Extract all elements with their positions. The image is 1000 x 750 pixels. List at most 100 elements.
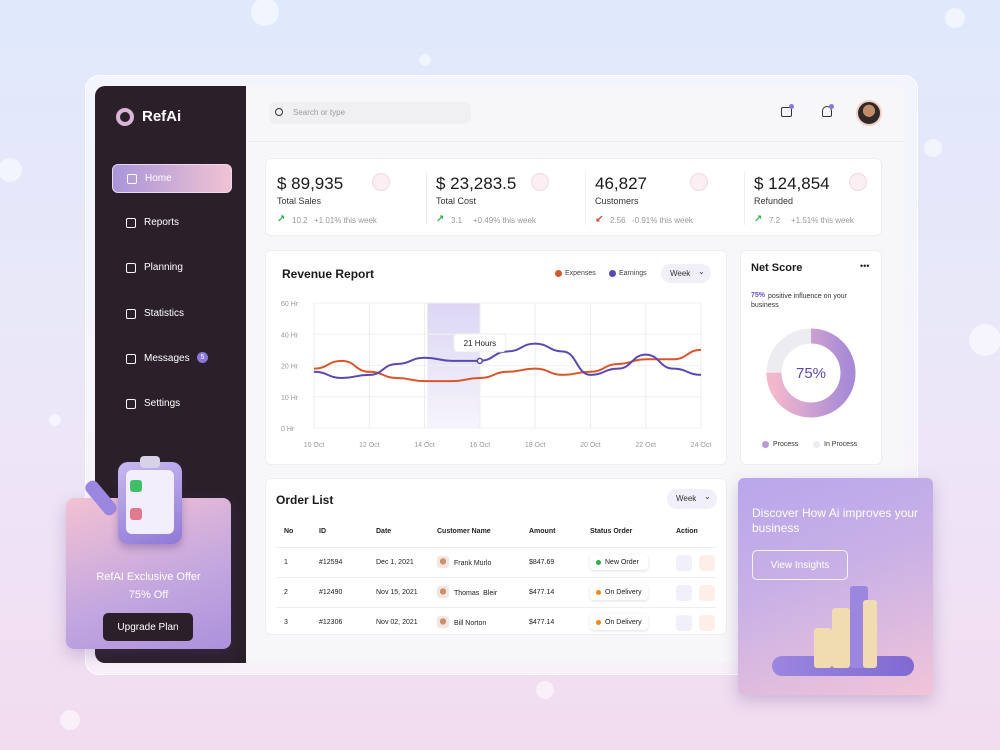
insights-button[interactable]: View Insights [752,550,848,580]
tooltip-box [453,333,507,353]
delete-button[interactable] [699,615,715,631]
message-icon[interactable] [781,107,792,117]
nav-label: Reports [144,217,180,229]
search-placeholder: Search or type [293,108,346,117]
stat-label: Total Sales [277,196,322,206]
illustration-bar [832,608,850,668]
y-tick-label: 10 Hr [281,395,299,402]
stat-divider [744,171,745,225]
bg-bubble [419,54,431,66]
nav-icon [126,263,136,274]
nav-item[interactable]: Settings [112,390,232,419]
nav-item[interactable]: Reports [112,209,232,238]
edit-button[interactable] [676,615,692,631]
net-score-card: Net Score ••• 75% positive influence on you… [740,250,882,465]
legend-label: Earnings [619,270,647,277]
trend-arrow: ↙ [595,214,604,225]
nav-item[interactable]: Planning [112,254,232,283]
bg-bubble [536,681,554,699]
bg-bubble [0,158,22,182]
stat-change: 7.2 [769,216,781,225]
cell-no: 2 [284,589,288,596]
stat-label: Customers [595,196,639,206]
insights-title: Discover How Ai improves your business [752,506,919,535]
bell-icon[interactable] [822,106,832,117]
bell-dot [829,104,834,109]
donut-arc [766,328,856,418]
status-label: New Order [605,559,639,566]
bg-bubble [924,139,942,157]
period-select[interactable]: Week ⌄ [661,264,711,283]
illustration-bar [863,600,877,668]
legend-label: Expenses [565,270,596,277]
column-header: Customer Name [437,528,491,535]
cell-customer: Bill Norton [454,620,487,627]
nav-item[interactable]: Messages 5 [112,345,232,374]
brand-name: RefAi [142,108,182,125]
cell-amount: $477.14 [529,619,555,626]
column-header: ID [319,528,326,535]
chevron: ⌄ [698,267,705,276]
column-header: No [284,528,294,535]
order-card: Order List Week ⌄ No ID Date Customer Name Amou… [265,478,727,635]
y-tick-label: 20 Hr [281,364,299,371]
stat-divider [585,171,586,225]
stat-icon [849,173,867,191]
search-icon [275,108,283,116]
stat-label: Total Cost [436,196,477,206]
nav-item[interactable]: Statistics [112,300,232,329]
x-tick-label: 16 Oct [470,442,491,449]
nav-icon [126,353,136,364]
cell-no: 3 [284,619,288,626]
legend-label: Process [773,441,799,448]
card-title: Revenue Report [282,267,375,281]
stat-note: -0.91% this week [632,216,693,225]
stat-value: 46,827 [595,174,647,193]
check-mark [130,480,142,492]
y-tick-label: 0 Hr [281,426,295,433]
stat-value: $ 124,854 [754,174,830,193]
score-text: positive influence on your business [751,293,847,309]
illustration-bar [814,628,832,668]
legend-dot [555,270,562,277]
stat-change: 3.1 [451,216,463,225]
logo-icon [116,108,134,126]
bg-bubble [945,8,965,28]
period-label: Week [670,269,691,278]
delete-button[interactable] [699,555,715,571]
cell-id: #12306 [319,619,343,626]
bg-bubble [251,0,279,26]
edit-button[interactable] [676,555,692,571]
x-tick-label: 12 Oct [359,442,380,449]
status-dot [596,560,601,565]
search-box[interactable]: Search or type [269,102,471,124]
stat-value: $ 89,935 [277,174,344,193]
cell-id: #12490 [319,589,343,596]
cell-no: 1 [284,559,288,566]
avatar[interactable] [856,100,882,126]
customer-avatar [437,586,449,598]
upgrade-button[interactable]: Upgrade Plan [103,613,193,641]
period-select[interactable]: Week ⌄ [667,489,717,509]
row-divider [276,577,716,578]
revenue-card: Revenue Report Expenses Earnings Week ⌄ [265,250,727,465]
delete-button[interactable] [699,585,715,601]
legend-label: In Process [824,441,858,448]
donut-label: 75% [796,365,826,382]
stat-change: 2.56 [610,216,626,225]
message-dot [789,104,794,109]
trend-arrow: ↗ [436,214,445,225]
insights-card: Discover How Ai improves your business Vi… [738,478,933,695]
customer-avatar [437,556,449,568]
cell-customer: Frank Murlo [454,560,492,567]
x-tick-label: 10 Oct [304,442,325,449]
nav-item[interactable]: Home [112,164,232,193]
stat-divider [426,171,427,225]
card-title: Net Score [751,262,803,274]
edit-button[interactable] [676,585,692,601]
menu-dots: ••• [860,261,870,271]
stat-label: Refunded [754,196,794,206]
nav-label: Messages [144,352,190,364]
bg-bubble [969,324,1000,356]
cell-id: #12594 [319,559,343,566]
